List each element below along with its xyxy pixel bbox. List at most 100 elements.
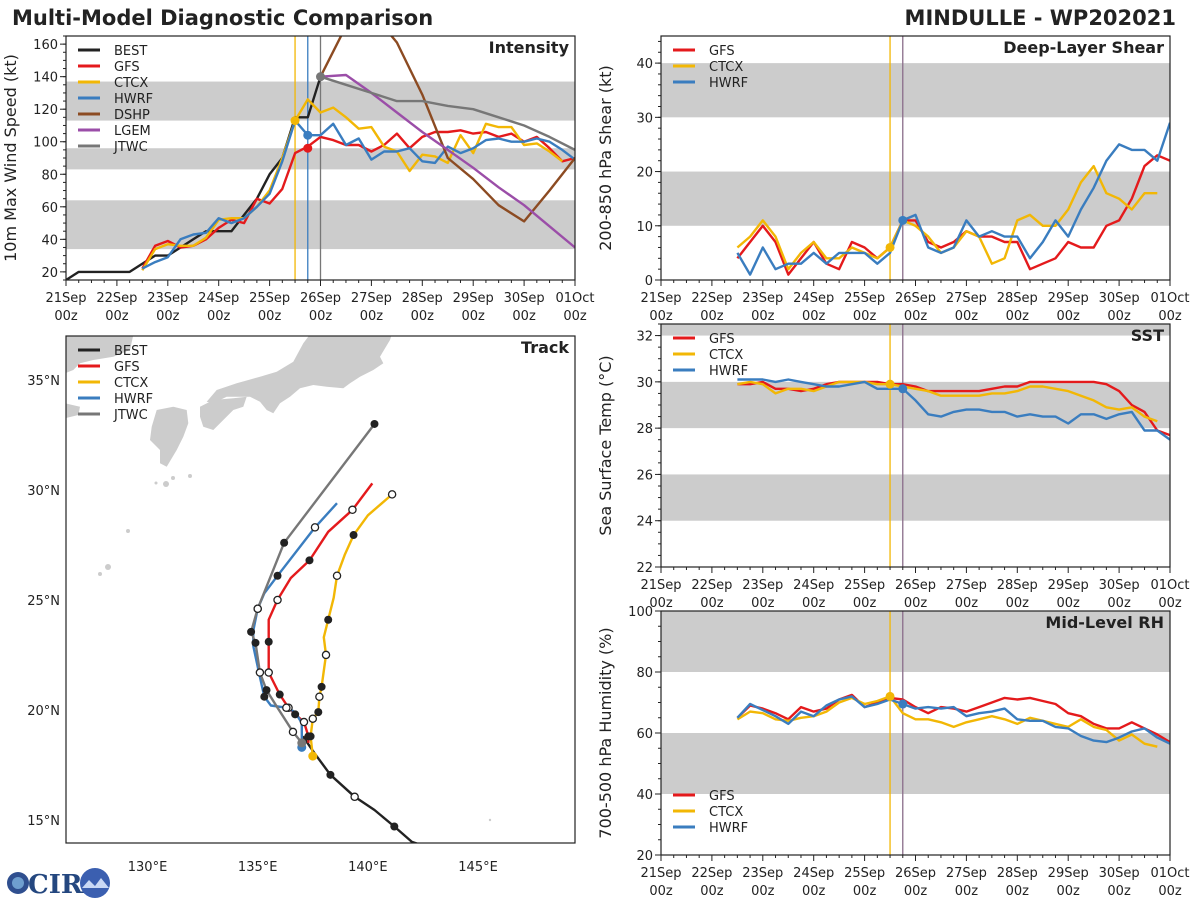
lon-tick-label: 130°E — [128, 860, 168, 875]
y-axis-label: 200-850 hPa Shear (kt) — [596, 65, 615, 251]
y-tick-label: 0 — [645, 274, 653, 289]
track-marker-filled — [305, 556, 314, 565]
x-tick-label: 00z — [802, 884, 826, 899]
x-tick-label: 01Oct — [1150, 866, 1189, 881]
lat-tick-label: 15°N — [27, 814, 60, 829]
x-tick-label: 00z — [258, 309, 282, 324]
x-tick-label: 00z — [360, 309, 384, 324]
x-tick-label: 00z — [411, 309, 435, 324]
series-line-hwrf — [737, 378, 1170, 441]
x-tick-label: 00z — [700, 884, 724, 899]
island-land — [154, 481, 158, 485]
island-land — [171, 476, 175, 480]
x-tick-label: 00z — [853, 309, 877, 324]
track-marker-current — [308, 751, 318, 761]
x-tick-label: 27Sep — [351, 291, 392, 306]
track-marker-open — [310, 523, 320, 532]
legend-label-gfs: GFS — [709, 44, 735, 59]
shaded-band — [661, 611, 1170, 672]
x-tick-label: 00z — [1107, 309, 1131, 324]
x-tick-label: 27Sep — [946, 578, 987, 593]
y-tick-label: 60 — [41, 201, 58, 216]
map-area — [66, 336, 492, 843]
marker-gfs — [303, 143, 313, 153]
track-marker-filled — [314, 708, 323, 717]
x-tick-label: 00z — [1006, 884, 1030, 899]
track-marker-filled — [317, 682, 326, 691]
x-tick-label: 00z — [649, 596, 673, 611]
x-tick-label: 27Sep — [946, 291, 987, 306]
track-marker-open — [350, 792, 359, 802]
legend-label-hwrf: HWRF — [114, 392, 153, 407]
x-tick-label: 00z — [54, 309, 78, 324]
legend-label-ctcx: CTCX — [114, 76, 148, 91]
cira-logo: CIRA — [7, 868, 110, 900]
track-marker-filled — [262, 686, 271, 695]
korea-land — [66, 336, 134, 373]
x-tick-label: 21Sep — [640, 291, 681, 306]
x-tick-label: 28Sep — [997, 291, 1038, 306]
legend-label-gfs: GFS — [114, 360, 140, 375]
track-marker-filled — [260, 692, 269, 701]
y-tick-label: 32 — [636, 330, 653, 345]
marker-hwrf — [898, 384, 908, 394]
x-tick-label: 00z — [955, 596, 979, 611]
legend-label-gfs: GFS — [709, 332, 735, 347]
x-tick-label: 00z — [1158, 884, 1182, 899]
track-marker-filled — [390, 822, 399, 831]
x-tick-label: 00z — [462, 309, 486, 324]
island-land — [98, 572, 102, 576]
y-tick-label: 100 — [628, 605, 653, 620]
x-tick-label: 22Sep — [691, 578, 732, 593]
x-tick-label: 00z — [309, 309, 333, 324]
legend-label-hwrf: HWRF — [709, 364, 748, 379]
plot-area — [661, 36, 1170, 280]
track-marker-filled — [251, 638, 260, 647]
x-tick-label: 00z — [751, 596, 775, 611]
y-tick-label: 30 — [636, 376, 653, 391]
x-tick-label: 29Sep — [1048, 578, 1089, 593]
track-marker-open — [299, 717, 309, 727]
x-tick-label: 24Sep — [793, 578, 834, 593]
legend-label-dshp: DSHP — [114, 108, 150, 123]
y-tick-label: 22 — [636, 561, 653, 576]
x-tick-label: 01Oct — [1150, 291, 1189, 306]
intensity-panel: 20 40 60 80 100 120 140 160 21Sep 00z 22Sep 00z 23Se… — [1, 35, 595, 324]
x-tick-label: 00z — [1107, 884, 1131, 899]
x-tick-label: 00z — [1057, 596, 1081, 611]
x-tick-label: 00z — [751, 884, 775, 899]
y-tick-label: 24 — [636, 515, 653, 530]
series-line-ctcx — [141, 98, 564, 271]
track-marker-open — [315, 692, 324, 701]
track-marker-open — [264, 668, 273, 677]
x-tick-label: 01Oct — [555, 291, 594, 306]
y-axis-label: 700-500 hPa Humidity (%) — [596, 627, 615, 838]
panel-title: SST — [1131, 326, 1164, 345]
x-tick-label: 21Sep — [45, 291, 86, 306]
shaded-band — [661, 733, 1170, 794]
island-land — [188, 474, 192, 478]
x-tick-label: 00z — [751, 309, 775, 324]
track-marker-open — [253, 604, 262, 613]
track-marker-open — [273, 595, 282, 605]
x-tick-label: 00z — [802, 596, 826, 611]
y-tick-label: 40 — [636, 788, 653, 803]
x-tick-label: 30Sep — [1099, 866, 1140, 881]
track-marker-current — [297, 738, 307, 748]
x-tick-label: 23Sep — [742, 578, 783, 593]
x-tick-label: 26Sep — [300, 291, 341, 306]
series-line-ctcx — [737, 380, 1158, 423]
series-line-jtwc — [320, 75, 575, 151]
x-tick-label: 25Sep — [844, 578, 885, 593]
track-line-best — [301, 735, 420, 843]
track-marker-open — [282, 703, 291, 712]
track-marker-filled — [273, 571, 282, 580]
x-tick-label: 21Sep — [640, 866, 681, 881]
y-tick-label: 60 — [636, 727, 653, 742]
x-tick-label: 28Sep — [997, 866, 1038, 881]
series-line-hwrf — [141, 119, 575, 270]
shear-panel: 0 10 20 30 40 21Sep 00z 22Sep 00z 23Sep 00z 24Sep 00… — [596, 35, 1190, 324]
legend-label-best: BEST — [114, 344, 147, 359]
